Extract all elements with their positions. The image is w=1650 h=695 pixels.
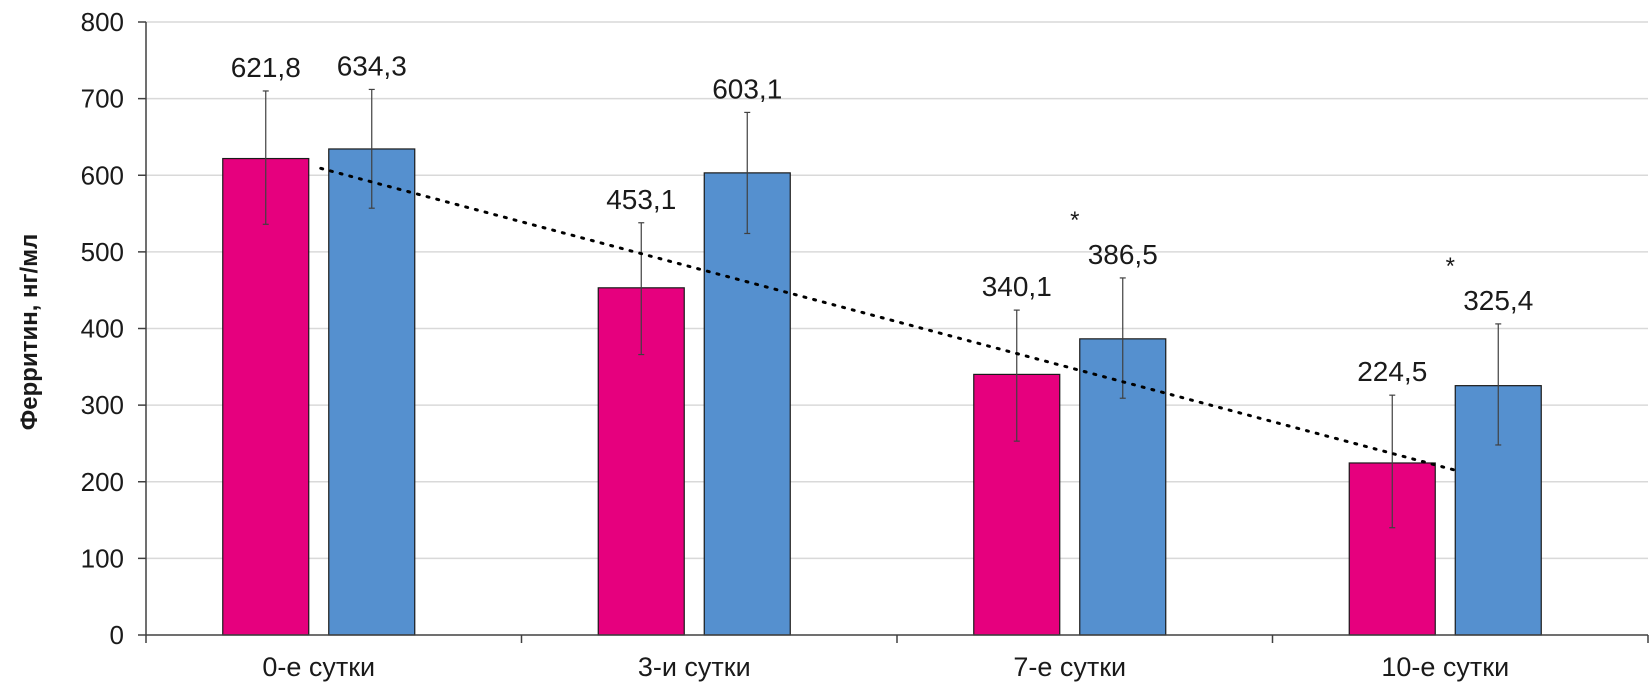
data-label: 325,4: [1463, 285, 1533, 316]
y-axis-title: Ферритин, нг/мл: [16, 234, 43, 430]
data-labels: 621,8 453,1 340,1 224,5 634,3 603,1 386,5 325,4…: [231, 50, 1534, 387]
x-axis-category-labels: 0-е сутки 3-и сутки 7-е сутки 10-е сутки: [262, 652, 1509, 682]
trendline: [319, 166, 1460, 473]
y-axis-tick-labels: 0 100 200 300 400 500 600 700 800: [81, 7, 124, 650]
y-tick-label: 600: [81, 160, 124, 190]
data-label: 603,1: [712, 73, 782, 104]
data-label: 453,1: [606, 184, 676, 215]
error-bars: [262, 88, 1502, 529]
y-tick-label: 0: [110, 620, 124, 650]
x-category-label: 7-е сутки: [1013, 652, 1126, 682]
x-category-label: 3-и сутки: [638, 652, 751, 682]
x-category-label: 10-е сутки: [1381, 652, 1509, 682]
bar: [703, 172, 791, 636]
y-tick-label: 500: [81, 237, 124, 267]
data-label: 621,8: [231, 52, 301, 83]
significance-star: *: [1446, 253, 1455, 280]
y-tick-label: 800: [81, 7, 124, 37]
y-tick-label: 100: [81, 543, 124, 573]
data-label: 386,5: [1088, 239, 1158, 270]
bar: [328, 148, 416, 636]
bars: [222, 148, 1542, 636]
x-category-label: 0-е сутки: [262, 652, 375, 682]
bar: [222, 157, 310, 636]
y-tick-label: 200: [81, 467, 124, 497]
trendline-dotted: [319, 166, 1460, 473]
data-label: 224,5: [1357, 356, 1427, 387]
y-tick-label: 300: [81, 390, 124, 420]
significance-star: *: [1070, 207, 1079, 234]
data-label: 340,1: [982, 271, 1052, 302]
data-label: 634,3: [337, 50, 407, 81]
y-tick-label: 400: [81, 314, 124, 344]
axes: [138, 21, 1649, 643]
y-tick-label: 700: [81, 84, 124, 114]
